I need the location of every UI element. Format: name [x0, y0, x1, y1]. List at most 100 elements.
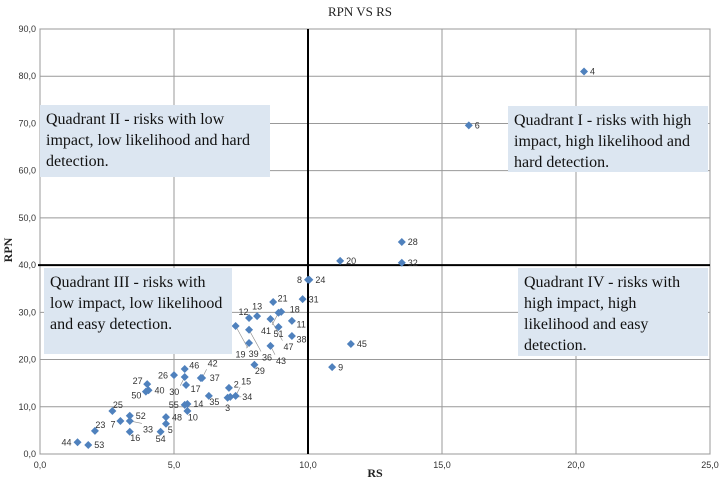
data-point-label: 32	[408, 258, 418, 268]
data-point-label: 26	[158, 370, 168, 380]
data-point-label: 31	[309, 294, 319, 304]
leader-line	[235, 325, 248, 348]
data-point	[580, 67, 589, 76]
data-point-label: 8	[297, 275, 302, 285]
data-point-label: 25	[113, 400, 123, 410]
data-point	[73, 438, 82, 447]
y-tick-label: 50,0	[18, 213, 36, 223]
data-point	[84, 441, 93, 450]
data-point-label: 20	[346, 256, 356, 266]
data-point-label: 2	[234, 380, 239, 390]
leader-line	[248, 329, 262, 352]
data-point-label: 4	[590, 67, 595, 77]
data-point-label: 24	[315, 275, 325, 285]
data-point	[116, 416, 125, 425]
data-point	[125, 427, 134, 436]
data-point	[125, 411, 134, 420]
data-point	[204, 391, 213, 400]
data-point-label: 6	[475, 121, 480, 131]
data-point-label: 46	[189, 361, 199, 371]
data-point	[250, 360, 259, 369]
data-point	[269, 297, 278, 306]
data-point	[180, 373, 189, 382]
data-point	[397, 237, 406, 246]
data-point	[287, 316, 296, 325]
data-point-label: 15	[241, 376, 251, 386]
y-tick-label: 10,0	[18, 402, 36, 412]
data-point-label: 18	[290, 304, 300, 314]
chart-title: RPN VS RS	[328, 4, 392, 19]
data-point	[298, 295, 307, 304]
data-point-label: 17	[191, 384, 201, 394]
data-point-label: 35	[209, 397, 219, 407]
x-axis-label: RS	[367, 466, 383, 480]
data-point-label: 50	[131, 390, 141, 400]
data-point	[305, 275, 314, 284]
data-point	[231, 322, 240, 331]
data-point	[328, 363, 337, 372]
data-point-label: 54	[156, 434, 166, 444]
data-point	[336, 256, 345, 265]
y-tick-label: 60,0	[18, 166, 36, 176]
data-point	[274, 308, 283, 317]
data-point	[161, 413, 170, 422]
x-tick-label: 0,0	[34, 460, 47, 470]
data-point-label: 7	[111, 420, 116, 430]
data-point	[198, 373, 207, 382]
data-point	[231, 391, 240, 400]
data-point	[143, 380, 152, 389]
data-point	[274, 322, 283, 331]
quadrant-2-note: Quadrant II - risks with low impact, low…	[40, 105, 270, 177]
data-point-label: 14	[193, 399, 203, 409]
data-point	[266, 314, 275, 323]
data-point-label: 47	[283, 342, 293, 352]
data-point-label: 39	[249, 349, 259, 359]
data-point	[182, 381, 191, 390]
data-point-label: 44	[62, 437, 72, 447]
data-point-label: 9	[338, 362, 343, 372]
quadrant-1-note: Quadrant I - risks with high impact, hig…	[508, 106, 708, 172]
data-point	[266, 341, 275, 350]
x-tick-label: 15,0	[433, 460, 451, 470]
data-point-label: 28	[408, 237, 418, 247]
x-tick-label: 25,0	[701, 460, 719, 470]
data-point-label: 42	[208, 358, 218, 368]
data-point-label: 23	[95, 420, 105, 430]
data-point	[245, 339, 254, 348]
data-point-label: 16	[130, 433, 140, 443]
data-point-label: 21	[278, 294, 288, 304]
data-point-label: 19	[236, 349, 246, 359]
data-point	[156, 427, 165, 436]
data-point	[245, 314, 254, 322]
data-point-label: 40	[155, 385, 165, 395]
y-tick-label: 30,0	[18, 307, 36, 317]
leader-line	[270, 318, 283, 341]
data-point-label: 38	[296, 335, 306, 345]
data-point-label: 37	[210, 373, 220, 383]
data-point-label: 41	[261, 326, 271, 336]
data-point	[170, 371, 178, 380]
data-point-label: 52	[136, 411, 146, 421]
data-point	[226, 392, 235, 401]
data-point-label: 12	[239, 307, 249, 317]
data-point	[346, 339, 355, 348]
data-point	[161, 419, 170, 428]
data-point	[287, 331, 296, 340]
data-point	[183, 407, 192, 416]
y-axis-label: RPN	[1, 237, 15, 262]
data-point-label: 34	[242, 392, 252, 402]
data-point	[183, 399, 192, 408]
data-point-label: 10	[188, 412, 198, 422]
data-point	[224, 383, 233, 392]
y-tick-label: 80,0	[18, 71, 36, 81]
quadrant-3-note: Quadrant III - risks with low impact, lo…	[44, 268, 232, 354]
data-point	[90, 426, 99, 435]
x-tick-label: 10,0	[299, 460, 317, 470]
data-point-label: 51	[274, 329, 284, 339]
data-point-label: 5	[168, 425, 173, 435]
data-point	[144, 386, 153, 395]
quadrant-4-note: Quadrant IV - risks with high impact, hi…	[518, 268, 708, 356]
y-tick-label: 20,0	[18, 355, 36, 365]
